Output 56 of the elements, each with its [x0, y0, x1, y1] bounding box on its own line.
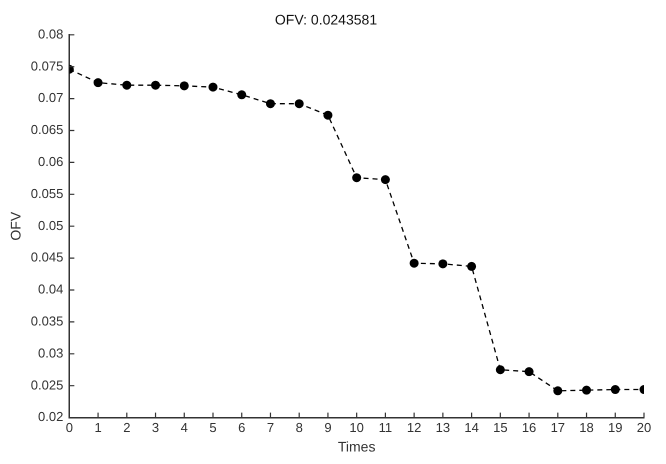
point	[266, 99, 275, 108]
x-tick-label: 2	[123, 420, 130, 435]
y-tick-label: 0.045	[30, 250, 64, 265]
x-tick-label: 1	[94, 420, 102, 435]
point	[323, 110, 332, 120]
y-axis-title: OFV	[7, 211, 24, 241]
y-tick-label: 0.035	[30, 313, 64, 328]
x-tick-label: 13	[436, 420, 450, 435]
chart-title: OFV: 0.0243581	[274, 11, 378, 28]
x-tick-label: 20	[636, 420, 652, 435]
point	[524, 367, 534, 376]
point	[151, 80, 160, 90]
point	[122, 80, 132, 90]
x-tick-label: 14	[464, 420, 479, 435]
x-tick-label: 12	[406, 420, 422, 435]
y-tick-label: 0.06	[38, 154, 64, 169]
x-tick-label: 0	[66, 420, 73, 435]
point	[94, 78, 103, 88]
y-tick-label: 0.07	[38, 90, 64, 106]
x-tick-label: 8	[296, 420, 303, 435]
x-tick-label: 5	[209, 420, 217, 435]
point	[180, 81, 189, 90]
x-tick-label: 7	[266, 420, 274, 435]
x-tick-label: 10	[349, 420, 364, 435]
point	[438, 259, 448, 268]
y-tick-label: 0.05	[38, 218, 64, 233]
point	[237, 90, 246, 100]
x-tick-label: 19	[608, 420, 622, 435]
x-tick-label: 17	[550, 420, 566, 435]
point	[410, 258, 419, 268]
x-tick-label: 15	[493, 420, 508, 435]
x-axis-title: Times	[338, 438, 376, 454]
point	[496, 365, 505, 374]
y-tick-label: 0.025	[30, 377, 64, 392]
y-tick-label: 0.065	[30, 122, 64, 138]
x-tick-label: 11	[378, 420, 392, 435]
point	[208, 82, 218, 92]
point	[553, 386, 562, 396]
x-tick-label: 9	[324, 420, 332, 435]
y-tick-label: 0.055	[30, 186, 64, 201]
point	[582, 386, 592, 395]
x-tick-label: 3	[152, 420, 160, 435]
x-tick-label: 16	[522, 420, 536, 435]
x-tick-label: 6	[238, 420, 246, 435]
point	[467, 262, 476, 271]
x-tick-label: 4	[180, 420, 188, 435]
y-tick-label: 0.075	[30, 58, 64, 74]
point	[610, 385, 620, 394]
point	[380, 175, 390, 184]
y-tick-label: 0.03	[38, 345, 64, 360]
point	[352, 173, 362, 182]
x-tick-label: 18	[579, 420, 594, 435]
point	[294, 99, 304, 108]
y-tick-label: 0.02	[38, 409, 64, 424]
y-tick-label: 0.04	[38, 282, 64, 297]
y-tick-label: 0.08	[38, 26, 64, 42]
